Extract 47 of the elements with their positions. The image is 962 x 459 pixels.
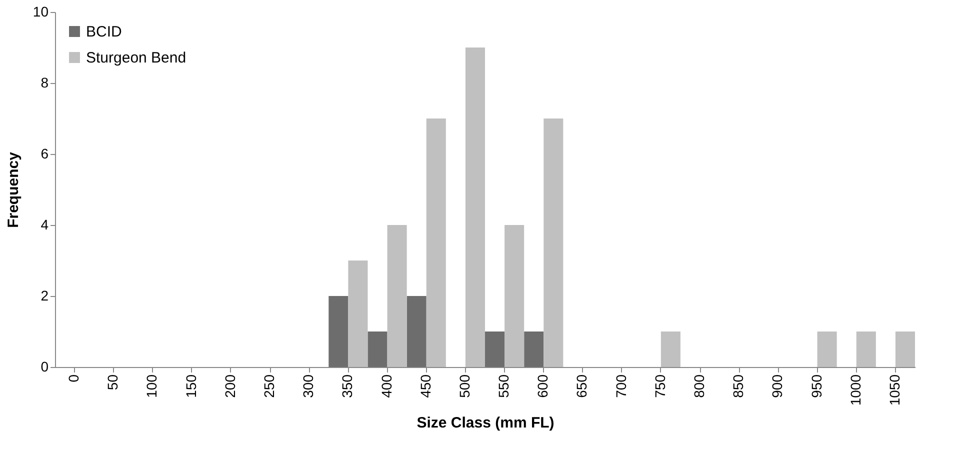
x-tick-label: 600 [534, 374, 551, 398]
y-tick-label: 6 [40, 146, 49, 162]
x-tick-label: 500 [456, 374, 472, 398]
x-tick-label: 750 [652, 374, 668, 398]
x-tick-label: 350 [339, 374, 356, 398]
bar [856, 332, 876, 367]
x-tick-label: 550 [496, 374, 512, 398]
x-tick-label: 0 [66, 374, 82, 382]
bar [504, 225, 524, 367]
x-tick-label: 950 [808, 374, 824, 398]
bar [485, 332, 505, 367]
bar [895, 332, 915, 367]
bar [426, 118, 446, 367]
x-tick-label: 200 [222, 374, 238, 398]
y-axis-title: Frequency [4, 151, 22, 228]
bar [368, 332, 388, 367]
bar [387, 225, 407, 367]
bar [817, 332, 837, 367]
bar [524, 332, 544, 367]
y-tick-label: 4 [40, 216, 49, 232]
x-tick-label: 400 [378, 374, 394, 398]
y-tick-label: 10 [32, 4, 49, 20]
x-tick-label: 300 [300, 374, 316, 398]
x-tick-label: 800 [691, 374, 707, 398]
x-tick-label: 150 [182, 374, 199, 398]
bar [328, 296, 348, 367]
bar [406, 296, 426, 367]
x-tick-label: 650 [574, 374, 590, 398]
y-tick-label: 8 [40, 74, 49, 90]
x-tick-label: 450 [417, 374, 434, 398]
y-tick-label: 2 [40, 288, 49, 304]
y-tick-label: 0 [40, 358, 49, 374]
bar [544, 118, 564, 367]
legend-label: Sturgeon Bend [86, 50, 186, 66]
x-tick-label: 250 [261, 374, 277, 398]
x-axis-title: Size Class (mm FL) [416, 414, 554, 432]
legend-label: BCID [86, 24, 122, 40]
x-tick-label: 900 [769, 374, 786, 398]
bar [660, 332, 680, 367]
bar [348, 260, 368, 367]
x-tick-label: 1000 [847, 374, 864, 406]
x-tick-label: 50 [104, 374, 121, 390]
x-tick-label: 850 [730, 374, 746, 398]
bar [465, 48, 485, 367]
x-tick-label: 700 [612, 374, 629, 398]
x-tick-label: 1050 [886, 374, 902, 406]
x-tick-label: 100 [144, 374, 160, 398]
